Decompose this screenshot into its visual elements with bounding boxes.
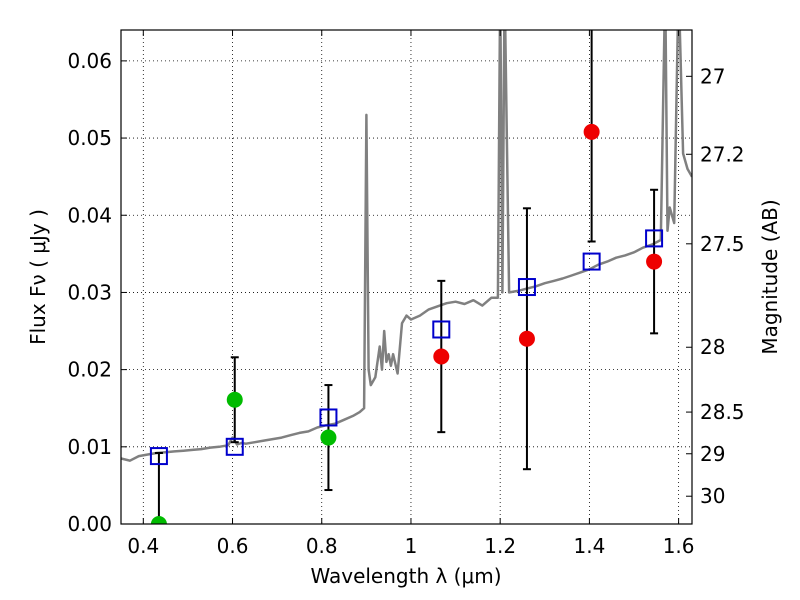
model-photometry-square — [645, 229, 664, 248]
x-tick-label: 1.4 — [573, 534, 605, 558]
y-tick-label: 0.01 — [67, 435, 112, 459]
observed-flux-point — [646, 253, 663, 270]
y2-tick-label: 28.5 — [700, 400, 745, 424]
model-photometry-square — [432, 320, 451, 339]
observed-flux-point — [433, 348, 450, 365]
observed-flux-point — [583, 123, 600, 140]
x-axis-label: Wavelength λ (μm) — [310, 564, 501, 588]
y-tick-label: 0.05 — [67, 126, 112, 150]
y-tick-label: 0.06 — [67, 49, 112, 73]
x-tick-label: 0.8 — [306, 534, 338, 558]
model-photometry-square — [225, 437, 244, 456]
observed-flux-point — [320, 429, 337, 446]
y-tick-label: 0.03 — [67, 280, 112, 304]
y2-tick-label: 27.2 — [700, 142, 745, 166]
y-axis: 0.00 0.01 0.02 0.03 0.04 0.05 0.06 — [67, 49, 127, 536]
y-tick-label: 0.00 — [67, 512, 112, 536]
sed-model-line — [121, 30, 692, 462]
x-tick-label: 1 — [405, 534, 418, 558]
x-axis: 0.4 0.6 0.8 1 1.2 1.4 1.6 — [127, 30, 695, 558]
model-photometry-square — [582, 252, 601, 271]
observed-flux-point — [150, 516, 167, 524]
model-photometry-square — [517, 278, 536, 297]
y-tick-label: 0.04 — [67, 203, 112, 227]
y2-tick-label: 27.5 — [700, 232, 745, 256]
x-tick-label: 1.6 — [663, 534, 695, 558]
plot-frame — [120, 29, 693, 525]
model-photometry-square — [149, 447, 168, 466]
observed-flux-point — [518, 330, 535, 347]
x-tick-label: 1.2 — [484, 534, 516, 558]
model-photometry-square — [319, 408, 338, 427]
y2-tick-label: 30 — [700, 484, 725, 508]
x-tick-label: 0.6 — [217, 534, 249, 558]
y-axis-label: Flux Fν ( μJy ) — [26, 209, 50, 345]
magnitude-axis: 27 27.2 27.5 28 28.5 29 30 — [686, 64, 745, 508]
y2-axis-label: Magnitude (AB) — [758, 199, 782, 354]
photometry-marks — [149, 30, 664, 524]
y-tick-label: 0.02 — [67, 358, 112, 382]
x-tick-label: 0.4 — [127, 534, 159, 558]
plot-background — [121, 30, 692, 524]
model-sed-layer — [121, 30, 692, 462]
y2-tick-label: 29 — [700, 442, 725, 466]
y2-tick-label: 28 — [700, 335, 725, 359]
y2-tick-label: 27 — [700, 64, 725, 88]
observed-flux-point — [226, 391, 243, 408]
